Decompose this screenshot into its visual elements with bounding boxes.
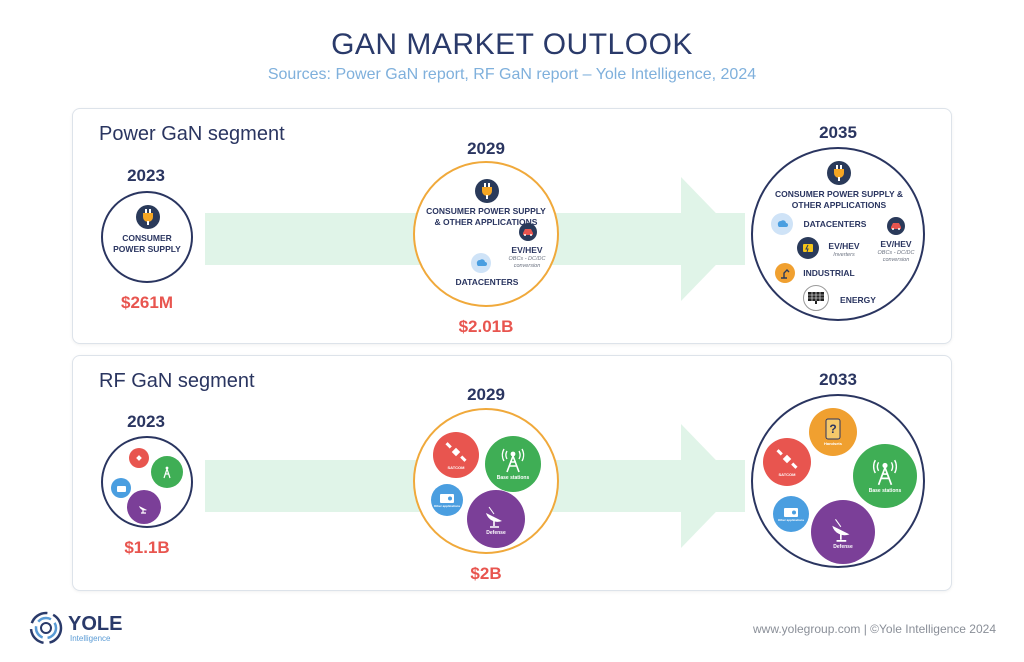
year-label: 2035 — [819, 123, 857, 142]
cloud-server-icon — [471, 253, 491, 273]
year-label: 2023 — [127, 166, 165, 185]
engine-icon — [797, 237, 819, 259]
year-label: 2033 — [819, 370, 857, 389]
footer-credit: www.yolegroup.com | ©Yole Intelligence 2… — [753, 622, 996, 636]
app-label: INDUSTRIAL — [803, 268, 855, 278]
yole-swirl-icon — [29, 611, 63, 645]
stage-circle-2035: CONSUMER POWER SUPPLY & OTHER APPLICATIO… — [751, 147, 925, 321]
bubble-label: Defense — [833, 543, 853, 550]
app-label: DATACENTERS — [455, 277, 519, 287]
logo-sub: Intelligence — [70, 633, 111, 643]
satcom-bubble — [129, 448, 149, 468]
base-stations-bubble: Base stations — [485, 436, 541, 492]
app-label: EV/HEV — [880, 239, 912, 249]
segment-title: RF GaN segment — [99, 370, 255, 392]
bubble-label: Other applications — [777, 517, 805, 522]
market-value: $1.1B — [124, 538, 170, 557]
stage-circle-2033: ? Handsets SATCOM Base stations Other ap… — [751, 394, 925, 568]
plug-icon — [827, 161, 851, 185]
market-value: $2B — [470, 564, 502, 583]
bubble-label: Handsets — [823, 441, 842, 446]
rf-gan-panel: RF GaN segment 2023 $1.1B 2029 SATCOM Ba… — [72, 355, 952, 591]
satcom-bubble: SATCOM — [763, 438, 811, 486]
bubble-label: Base stations — [496, 474, 530, 481]
car-icon — [519, 223, 537, 241]
robot-arm-icon — [775, 263, 795, 283]
year-label: 2023 — [127, 412, 165, 431]
app-note: OBCs - DC/DC conversion — [877, 250, 915, 263]
stage-circle-2023 — [101, 436, 193, 528]
bubble-label: Defense — [486, 529, 506, 536]
app-label: CONSUMER POWER SUPPLY & OTHER APPLICATIO… — [775, 189, 903, 210]
bubble-label: SATCOM — [447, 465, 465, 470]
stage-circle-2023: CONSUMER POWER SUPPLY — [101, 191, 193, 283]
base-stations-bubble: Base stations — [853, 444, 917, 508]
app-label: EV/HEV — [828, 241, 860, 251]
car-icon — [887, 217, 905, 235]
year-label: 2029 — [467, 385, 505, 404]
other-applications-bubble: Other applications — [773, 496, 809, 532]
base-stations-bubble — [151, 456, 183, 488]
plug-icon — [136, 205, 160, 229]
app-label: ENERGY — [840, 295, 876, 305]
market-value: $261M — [121, 293, 173, 312]
page-subtitle: Sources: Power GaN report, RF GaN report… — [267, 66, 757, 83]
app-label: CONSUMER POWER SUPPLY — [113, 233, 181, 254]
logo-name: YOLE — [68, 612, 123, 635]
defense-bubble — [127, 490, 161, 524]
bubble-label: SATCOM — [778, 472, 796, 477]
page-title: GAN MARKET OUTLOOK — [331, 28, 693, 61]
year-label: 2029 — [467, 139, 505, 158]
bubble-label: Other applications — [433, 503, 461, 508]
stage-circle-2029: CONSUMER POWER SUPPLY & OTHER APPLICATIO… — [413, 161, 559, 307]
app-note: Inverters — [833, 252, 855, 258]
cloud-server-icon — [771, 213, 793, 235]
growth-arrow-head — [681, 177, 741, 301]
svg-text:?: ? — [829, 422, 836, 436]
solar-panel-icon — [803, 285, 829, 311]
bubble-label: Base stations — [868, 487, 902, 494]
plug-icon — [475, 179, 499, 203]
app-note: OBCs - DC/DC conversion — [508, 256, 546, 269]
segment-title: Power GaN segment — [99, 123, 285, 145]
stage-circle-2029: SATCOM Base stations Other applications … — [413, 408, 559, 554]
defense-bubble: Defense — [811, 500, 875, 564]
other-applications-bubble: Other applications — [431, 484, 463, 516]
other-applications-bubble — [111, 478, 131, 498]
app-label: CONSUMER POWER SUPPLY & OTHER APPLICATIO… — [426, 206, 546, 227]
market-value: $2.01B — [458, 317, 514, 336]
defense-bubble: Defense — [467, 490, 525, 548]
app-label: EV/HEV — [511, 245, 543, 255]
yole-logo: YOLE Intelligence — [28, 610, 122, 646]
power-gan-panel: Power GaN segment 2023 CONSUMER POWER SU… — [72, 108, 952, 344]
satcom-bubble: SATCOM — [433, 432, 479, 478]
app-label: DATACENTERS — [803, 219, 867, 229]
handsets-bubble: ? Handsets — [809, 408, 857, 456]
growth-arrow-head — [681, 424, 741, 548]
